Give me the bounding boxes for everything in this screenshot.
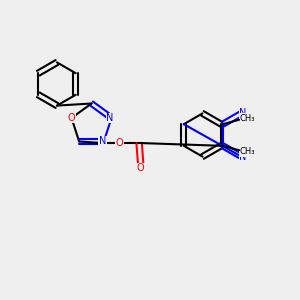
Text: N: N bbox=[239, 152, 247, 162]
Text: N: N bbox=[239, 108, 247, 118]
Text: O: O bbox=[137, 164, 145, 173]
Text: CH₃: CH₃ bbox=[240, 147, 255, 156]
Text: O: O bbox=[68, 113, 75, 123]
Text: O: O bbox=[116, 138, 124, 148]
Text: N: N bbox=[99, 136, 106, 146]
Text: CH₃: CH₃ bbox=[240, 114, 255, 123]
Text: N: N bbox=[106, 113, 114, 123]
